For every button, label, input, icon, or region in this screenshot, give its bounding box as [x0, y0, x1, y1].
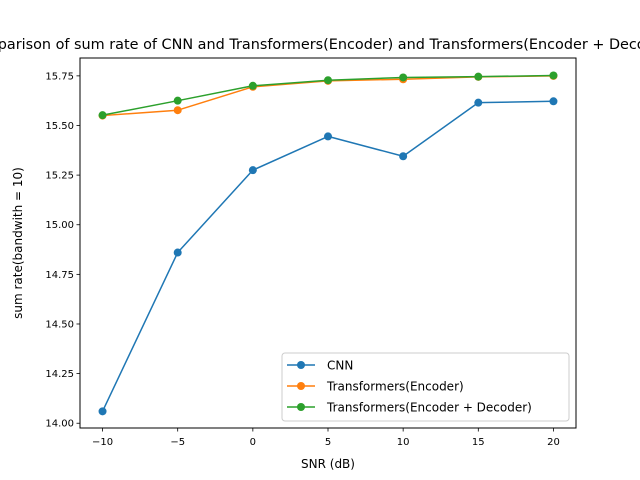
x-tick-label: −5	[170, 437, 185, 448]
x-tick-label: 20	[547, 437, 560, 448]
data-point	[98, 407, 107, 416]
data-point	[474, 72, 483, 81]
y-tick-label: 15.50	[45, 121, 74, 132]
legend: CNN Transformers(Encoder) Transformers(Enc…	[281, 352, 570, 422]
y-tick-label: 14.50	[45, 319, 74, 330]
y-tick-label: 15.00	[45, 220, 74, 231]
legend-frame	[281, 352, 570, 422]
y-tick-label: 14.25	[45, 369, 74, 380]
data-point	[173, 248, 182, 257]
y-tick-label: 14.00	[45, 419, 74, 430]
legend-swatch-marker	[297, 403, 305, 411]
data-point	[399, 152, 408, 161]
legend-items: CNN Transformers(Encoder) Transformers(Enc…	[287, 359, 532, 415]
data-point	[324, 76, 332, 85]
x-tick-label: 0	[250, 437, 256, 448]
data-point	[248, 81, 257, 90]
y-tick-label: 15.75	[45, 71, 74, 82]
y-axis-label: sum rate(bandwith = 10)	[11, 167, 25, 319]
data-point	[98, 111, 107, 120]
series-layer	[98, 71, 558, 416]
legend-swatch-marker	[297, 382, 305, 390]
legend-label: CNN	[327, 359, 353, 373]
x-tick-label: 15	[472, 437, 485, 448]
y-tick-label: 14.75	[45, 270, 74, 281]
x-tick-label: 10	[397, 437, 410, 448]
data-point	[173, 96, 182, 105]
data-point	[549, 97, 558, 106]
data-point	[173, 106, 182, 115]
data-point	[549, 71, 558, 80]
x-tick-label: 5	[325, 437, 331, 448]
data-point	[248, 166, 257, 175]
data-point	[474, 98, 483, 107]
y-tick-label: 15.25	[45, 171, 74, 182]
chart-title: Comparison of sum rate of CNN and Transf…	[0, 37, 640, 53]
x-axis-label: SNR (dB)	[301, 457, 355, 471]
legend-label: Transformers(Encoder + Decoder)	[326, 401, 532, 415]
data-point	[399, 73, 408, 82]
data-point	[324, 132, 332, 141]
x-tick-label: −10	[92, 437, 113, 448]
x-axis-ticks: −10 −5 0 5 10 15 20	[92, 428, 560, 448]
legend-swatch-marker	[297, 361, 305, 369]
y-axis-ticks: 14.00 14.25 14.50 14.75 15.00 15.25 15.50 15.75	[45, 71, 80, 430]
legend-label: Transformers(Encoder)	[326, 380, 464, 394]
